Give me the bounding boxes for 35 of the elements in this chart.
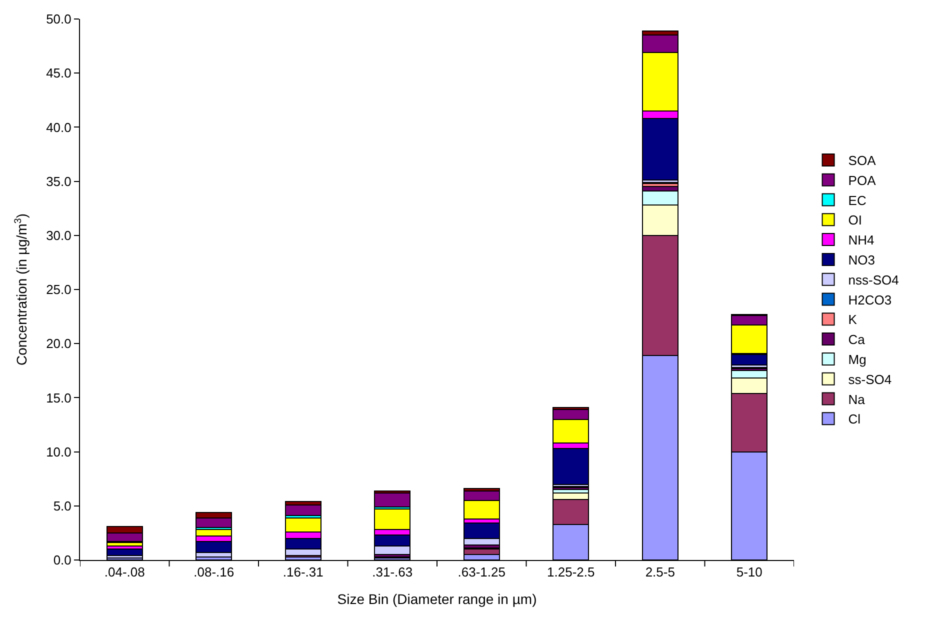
y-tick-label: 15.0 bbox=[46, 390, 72, 406]
legend-label: Ca bbox=[848, 332, 866, 348]
x-tick-label: .08-.16 bbox=[194, 564, 234, 580]
x-tick-label: 1.25-2.5 bbox=[547, 564, 595, 580]
y-tick-label: 40.0 bbox=[46, 120, 72, 135]
legend-label: nss-SO4 bbox=[848, 272, 899, 288]
legend-label: SOA bbox=[848, 153, 876, 168]
y-tick-label: 35.0 bbox=[46, 174, 72, 189]
legend-label: ss-SO4 bbox=[848, 372, 892, 387]
legend-label: K bbox=[848, 312, 858, 328]
x-tick-label: 2.5-5 bbox=[645, 564, 675, 580]
y-tick-label: 0.0 bbox=[53, 552, 72, 568]
legend-label: POA bbox=[848, 172, 876, 188]
y-tick-label: 50.0 bbox=[46, 12, 72, 27]
y-tick-label: 10.0 bbox=[46, 444, 72, 460]
y-tick-label: 20.0 bbox=[46, 336, 72, 352]
y-tick-label: 25.0 bbox=[46, 282, 72, 298]
x-tick-label: .16-.31 bbox=[282, 564, 324, 580]
y-tick-label: 45.0 bbox=[46, 66, 72, 81]
y-tick-label: 5.0 bbox=[53, 498, 72, 514]
y-tick-label: 30.0 bbox=[46, 228, 72, 243]
legend-label: NH4 bbox=[848, 232, 874, 248]
x-axis-title: Size Bin (Diameter range in µm) bbox=[337, 590, 537, 607]
x-tick-label: .63-1.25 bbox=[458, 564, 506, 580]
legend-label: EC bbox=[848, 192, 866, 208]
legend-label: H2CO3 bbox=[848, 292, 892, 308]
legend-label: Cl bbox=[848, 412, 861, 427]
bar bbox=[374, 492, 411, 508]
legend-label: Mg bbox=[848, 352, 866, 368]
legend-label: Na bbox=[848, 392, 866, 407]
x-tick-label: .04-.08 bbox=[104, 564, 145, 580]
legend-label: OI bbox=[848, 212, 862, 228]
x-tick-label: .31-.63 bbox=[372, 564, 413, 580]
x-tick-label: 5-10 bbox=[736, 564, 762, 580]
legend-label: NO3 bbox=[848, 252, 876, 268]
